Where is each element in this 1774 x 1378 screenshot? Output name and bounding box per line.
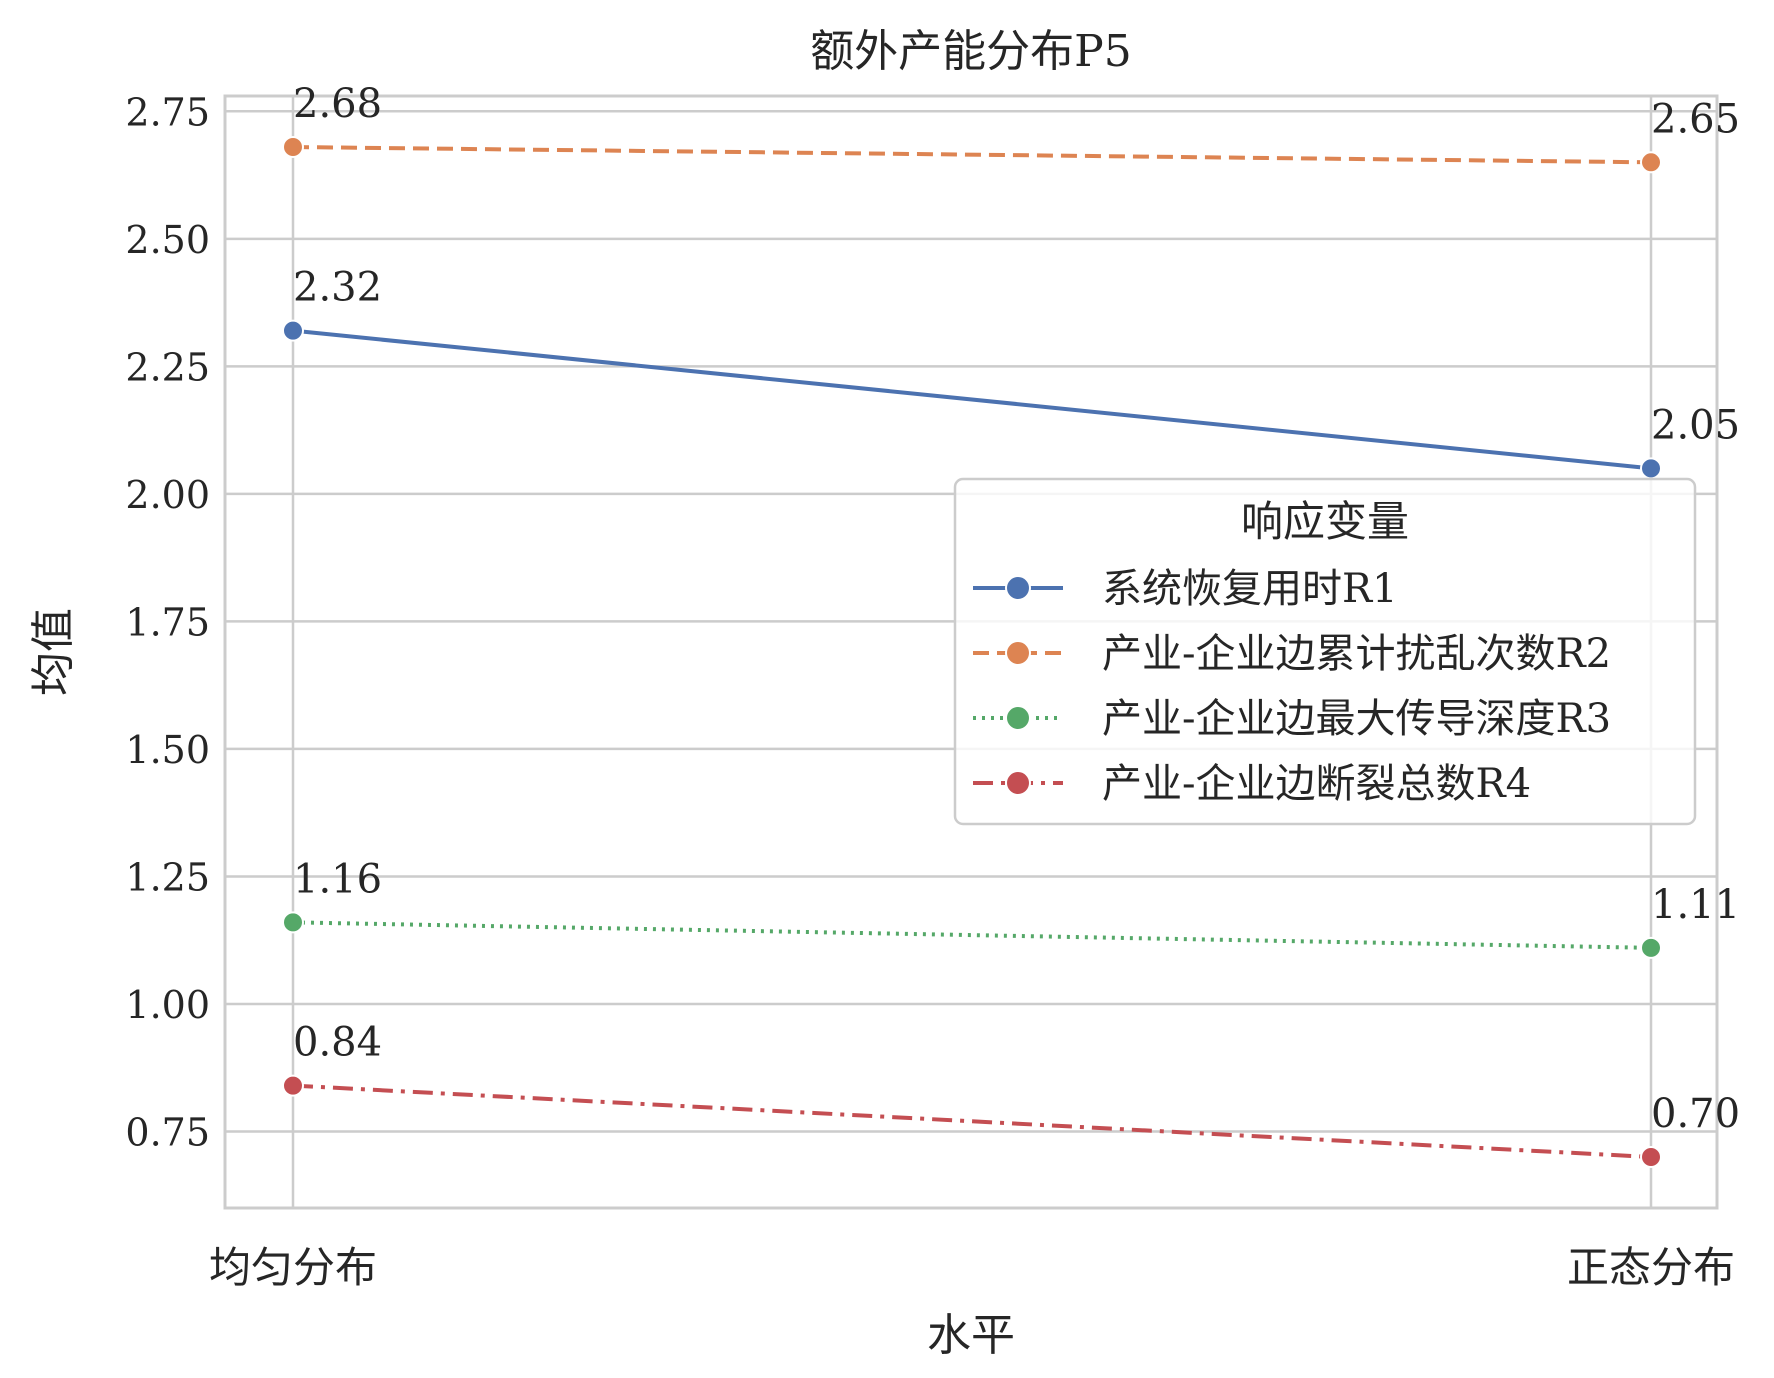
x-axis-label: 水平 (927, 1310, 1015, 1361)
y-tick-label: 2.00 (125, 473, 210, 517)
legend-title: 响应变量 (1241, 497, 1409, 546)
x-tick-label: 正态分布 (1567, 1243, 1735, 1292)
y-axis-label: 均值 (28, 608, 79, 696)
data-label: 0.84 (293, 1020, 382, 1066)
data-point (282, 136, 304, 159)
legend-swatch-marker (1005, 640, 1031, 666)
legend: 响应变量 系统恢复用时R1 产业-企业边累计扰乱次数R2 产业-企业边最大传导深度R… (953, 477, 1697, 826)
legend-box (953, 477, 1697, 826)
y-tick-labels: 0.75 1.00 1.25 1.50 1.75 2.00 2.25 2.50 2.75 (125, 90, 210, 1154)
legend-swatch-marker (1005, 770, 1031, 796)
legend-item-label: 产业-企业边断裂总数R4 (1102, 761, 1531, 807)
y-tick-label: 0.75 (125, 1110, 210, 1154)
data-labels: 2.32 2.05 2.68 2.65 1.16 1.11 0.84 0.70 (293, 81, 1740, 1137)
chart-title: 额外产能分布P5 (810, 26, 1132, 77)
legend-swatch-marker (1005, 575, 1031, 601)
data-label: 0.70 (1651, 1091, 1740, 1137)
y-tick-label: 2.25 (125, 345, 210, 389)
data-point (282, 319, 304, 342)
data-label: 2.32 (293, 265, 382, 311)
legend-item-label: 产业-企业边累计扰乱次数R2 (1102, 631, 1611, 677)
plot-frame (223, 94, 1719, 1210)
data-point (282, 911, 304, 934)
series-layer (282, 136, 1662, 1168)
data-point (1640, 936, 1662, 959)
data-point (282, 1074, 304, 1097)
data-point (1640, 1145, 1662, 1168)
y-tick-label: 2.50 (125, 218, 210, 262)
y-tick-label: 1.75 (125, 600, 210, 644)
data-point (1640, 457, 1662, 480)
series-line (292, 1083, 1652, 1159)
data-label: 2.68 (293, 81, 382, 127)
data-label: 2.05 (1651, 402, 1740, 448)
data-point (1640, 151, 1662, 174)
y-tick-label: 2.75 (125, 90, 210, 134)
data-label: 1.16 (293, 856, 382, 902)
x-tick-label: 均匀分布 (209, 1243, 377, 1292)
data-label: 1.11 (1651, 882, 1740, 928)
y-tick-label: 1.00 (125, 983, 210, 1027)
series-line (292, 920, 1652, 950)
y-tick-label: 1.50 (125, 728, 210, 772)
legend-items: 系统恢复用时R1 产业-企业边累计扰乱次数R2 产业-企业边最大传导深度R3 产业-企… (973, 566, 1611, 807)
y-tick-label: 1.25 (125, 855, 210, 899)
x-tick-labels: 均匀分布 正态分布 (209, 1243, 1735, 1292)
legend-item-label: 产业-企业边最大传导深度R3 (1102, 696, 1611, 742)
data-label: 2.65 (1651, 96, 1740, 142)
legend-item-label: 系统恢复用时R1 (1102, 566, 1398, 612)
series-line (292, 328, 1652, 471)
legend-swatch-marker (1005, 705, 1031, 731)
series-line (292, 145, 1652, 165)
